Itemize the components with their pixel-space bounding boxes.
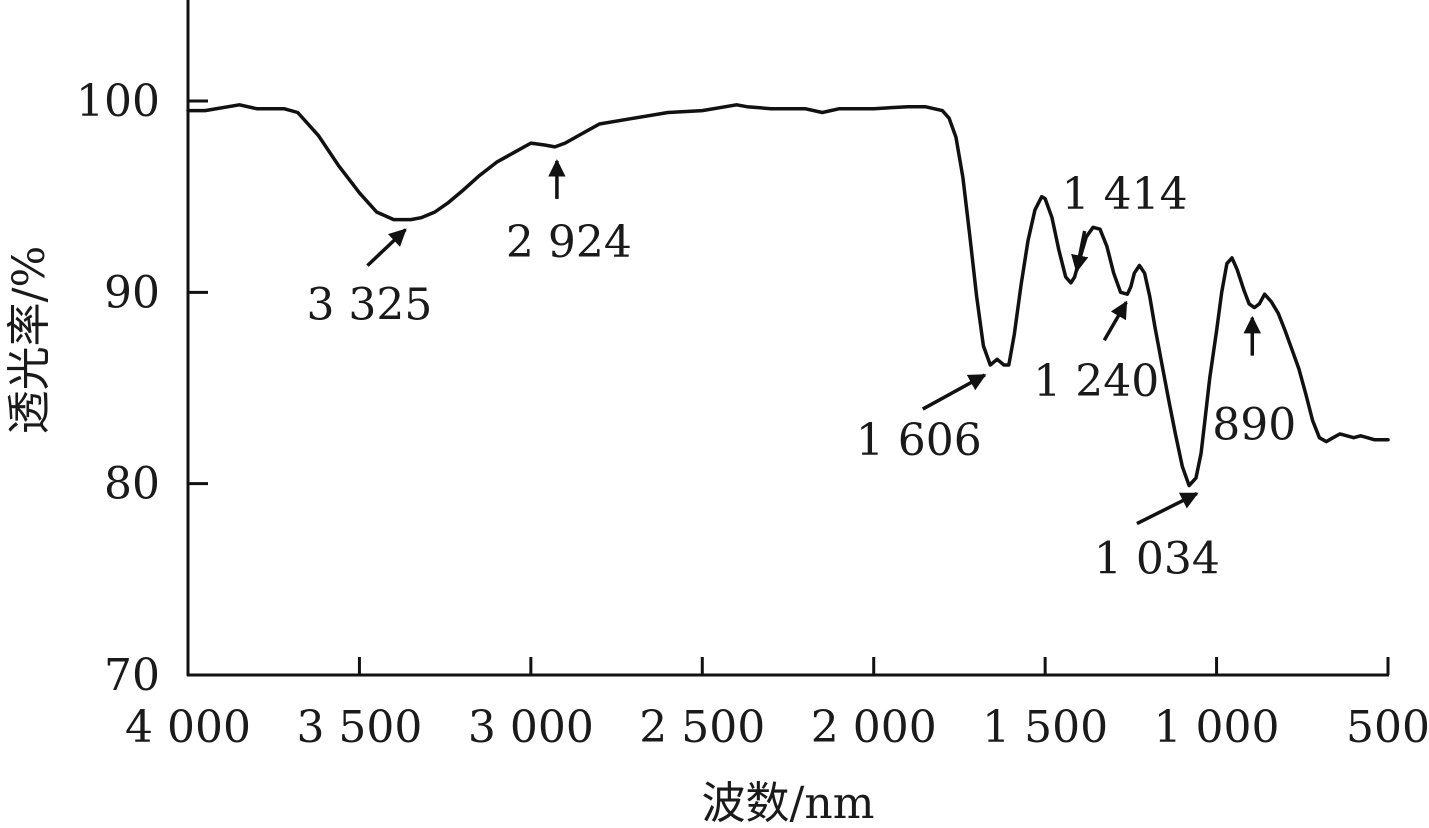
annotation-label: 1 034 <box>1094 534 1220 585</box>
annotation-arrow <box>1102 300 1128 342</box>
y-axis-title: 透光率/% <box>4 246 55 435</box>
x-tick-label: 3 000 <box>468 702 594 753</box>
annotation-label: 1 414 <box>1062 169 1188 220</box>
y-tick-label: 100 <box>76 76 160 127</box>
x-tick-label: 4 000 <box>125 702 251 753</box>
annotation-label: 3 325 <box>306 280 432 331</box>
annotation-arrow <box>921 373 987 411</box>
y-tick-label: 90 <box>104 267 160 318</box>
annotation-label: 890 <box>1212 400 1296 451</box>
series-layer <box>186 103 1390 488</box>
x-tick-label: 1 500 <box>982 702 1108 753</box>
annotation-arrow <box>366 228 407 267</box>
annotations: 3 325 2 924 1 606 1 414 1 240 1 034 890 <box>306 159 1296 585</box>
annotation-label: 2 924 <box>506 217 632 268</box>
annotation-arrow <box>1136 492 1199 526</box>
y-tick-label: 80 <box>104 459 160 510</box>
spectrum-line <box>186 103 1390 488</box>
annotation-arrow <box>1071 230 1089 273</box>
x-tick-label: 2 000 <box>811 702 937 753</box>
axes: 4 000 3 500 3 000 2 500 2 000 1 500 1 000 500 10… <box>76 0 1429 753</box>
x-tick-label: 3 500 <box>296 702 422 753</box>
y-tick-label: 70 <box>104 650 160 701</box>
x-tick-label: 500 <box>1346 702 1429 753</box>
x-tick-label: 2 500 <box>639 702 765 753</box>
annotation-label: 1 240 <box>1033 356 1159 407</box>
x-tick-label: 1 000 <box>1154 702 1280 753</box>
annotation-label: 1 606 <box>856 415 982 466</box>
x-axis-title: 波数/nm <box>702 778 875 828</box>
